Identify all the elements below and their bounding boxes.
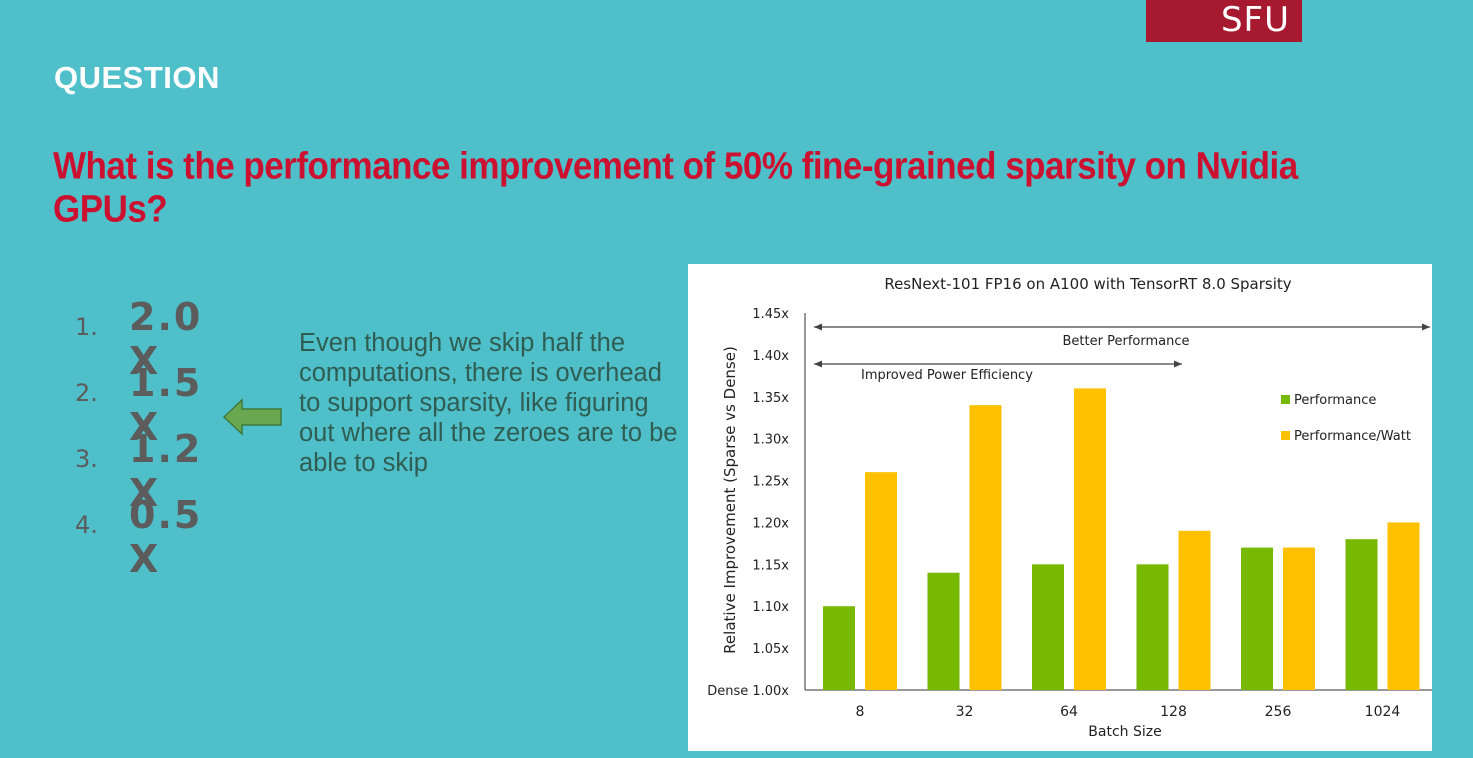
bar-performance-watt-32 bbox=[969, 405, 1002, 690]
chart-panel: ResNext-101 FP16 on A100 with TensorRT 8… bbox=[688, 264, 1432, 751]
option-value: 2.0 X bbox=[129, 295, 203, 383]
bar-performance-256 bbox=[1241, 547, 1273, 690]
option-number: 1. bbox=[75, 313, 98, 341]
bars bbox=[823, 388, 1420, 690]
option-value: 1.2 X bbox=[129, 427, 203, 515]
annotation-better-performance: Better Performance bbox=[1063, 334, 1190, 349]
legend-swatch bbox=[1281, 431, 1290, 440]
option-number: 3. bbox=[75, 445, 98, 473]
sfu-logo: SFU bbox=[1146, 0, 1302, 42]
bar-performance-watt-8 bbox=[865, 472, 897, 690]
annotations: Better Performance Improved Power Efficie… bbox=[814, 323, 1430, 383]
y-tick-label: 1.15x bbox=[752, 558, 789, 573]
bar-performance-32 bbox=[927, 572, 960, 690]
x-tick-label: 8 bbox=[856, 704, 865, 720]
x-tick-label: 256 bbox=[1265, 704, 1292, 720]
better-performance-arrow-head-left bbox=[814, 323, 822, 331]
option-number: 2. bbox=[75, 379, 98, 407]
y-tick-label: 1.10x bbox=[752, 600, 789, 615]
x-ticks: 8 32 64 128 256 1024 bbox=[856, 704, 1401, 720]
y-axis-label: Relative Improvement (Sparse vs Dense) bbox=[721, 346, 739, 654]
x-tick-label: 128 bbox=[1160, 704, 1187, 720]
x-tick-label: 32 bbox=[956, 704, 974, 720]
annotation-power-efficiency: Improved Power Efficiency bbox=[861, 368, 1033, 383]
bar-performance-watt-64 bbox=[1074, 388, 1106, 690]
y-tick-label: 1.20x bbox=[752, 516, 789, 531]
bar-performance-1024 bbox=[1345, 539, 1378, 690]
explanation-text: Even though we skip half the computation… bbox=[299, 329, 678, 477]
bar-chart: ResNext-101 FP16 on A100 with TensorRT 8… bbox=[707, 275, 1432, 740]
question-text: What is the performance improvement of 5… bbox=[53, 145, 1298, 231]
section-label: QUESTION bbox=[54, 60, 220, 95]
legend-label: Performance bbox=[1294, 393, 1376, 408]
power-efficiency-arrow-head-left bbox=[814, 360, 822, 368]
bar-performance-64 bbox=[1032, 564, 1064, 690]
bar-performance-128 bbox=[1136, 564, 1169, 690]
y-tick-label: 1.35x bbox=[752, 391, 789, 406]
y-tick-label: 1.25x bbox=[752, 475, 789, 490]
y-tick-label: 1.45x bbox=[752, 307, 789, 322]
y-tick-label: 1.05x bbox=[752, 642, 789, 657]
bar-performance-watt-128 bbox=[1178, 530, 1211, 690]
bar-performance-watt-1024 bbox=[1387, 522, 1420, 690]
y-tick-label: 1.30x bbox=[752, 433, 789, 448]
better-performance-arrow-head-right bbox=[1422, 323, 1430, 331]
x-tick-label: 64 bbox=[1060, 704, 1078, 720]
legend: Performance Performance/Watt bbox=[1281, 393, 1411, 444]
chart-title: ResNext-101 FP16 on A100 with TensorRT 8… bbox=[884, 275, 1291, 293]
y-ticks: Dense 1.00x 1.05x 1.10x 1.15x 1.20x 1.25x 1.30… bbox=[707, 307, 789, 699]
left-arrow-icon bbox=[222, 398, 282, 436]
x-axis-label: Batch Size bbox=[1088, 724, 1161, 740]
y-tick-label: 1.40x bbox=[752, 349, 789, 364]
x-tick-label: 1024 bbox=[1365, 704, 1401, 720]
chart-axes bbox=[804, 313, 1432, 691]
y-tick-label: Dense 1.00x bbox=[707, 684, 789, 699]
power-efficiency-arrow-head-right bbox=[1174, 360, 1182, 368]
bar-performance-watt-256 bbox=[1283, 547, 1315, 690]
option-value: 0.5 X bbox=[129, 493, 203, 581]
option-value: 1.5 X bbox=[129, 361, 203, 449]
legend-swatch bbox=[1281, 395, 1290, 404]
option-number: 4. bbox=[75, 511, 98, 539]
legend-label: Performance/Watt bbox=[1294, 429, 1411, 444]
bar-performance-8 bbox=[823, 606, 855, 690]
